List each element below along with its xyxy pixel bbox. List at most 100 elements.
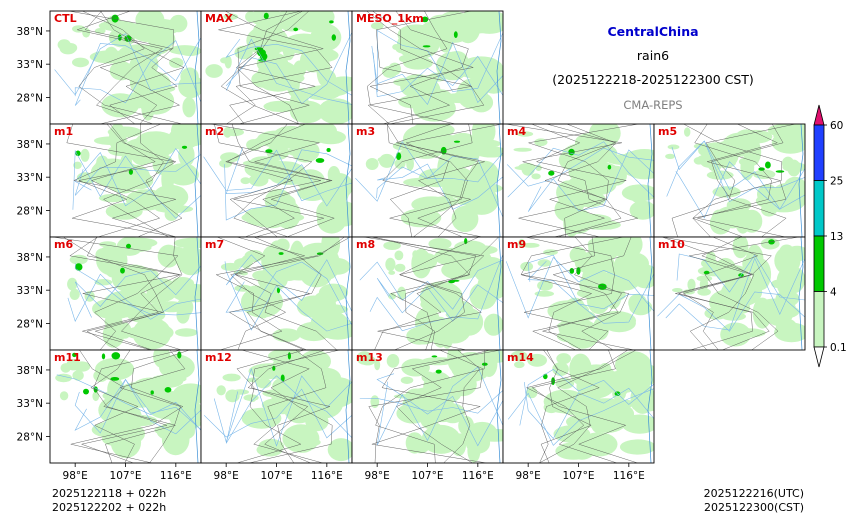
lat-tick-label: 38°N [17, 139, 43, 151]
river-line [224, 149, 352, 221]
rain-area-light [411, 196, 452, 213]
panel-label: m8 [356, 238, 375, 251]
province-boundary [373, 237, 471, 350]
coastline [194, 350, 200, 463]
river-line [359, 390, 503, 414]
rain-area-light [105, 265, 124, 278]
province-boundary [704, 237, 779, 350]
province-boundary [214, 124, 313, 237]
lon-tick-label: 98°E [63, 470, 88, 482]
lon-tick-label: 98°E [365, 470, 390, 482]
rain-area-moderate [422, 45, 431, 48]
rain-area-light [116, 238, 153, 251]
coastline [496, 11, 502, 124]
panel-label: m4 [507, 125, 526, 138]
river-line [74, 154, 201, 196]
province-boundary [386, 124, 479, 237]
rain-area-moderate [765, 161, 771, 169]
rain-area-light [101, 93, 139, 118]
rain-area-light [527, 353, 547, 367]
rain-area-light [415, 322, 458, 331]
province-boundary [539, 350, 629, 463]
rain-area-light [621, 184, 654, 202]
rain-area-light [732, 237, 749, 259]
rain-area-light [325, 173, 352, 199]
rain-area-light [316, 199, 343, 226]
map-panel [50, 237, 201, 350]
province-boundary [525, 350, 637, 463]
rain-area-light [386, 354, 400, 368]
rain-area-light [520, 261, 534, 272]
map-panel [50, 350, 201, 463]
province-boundary [396, 350, 491, 463]
lat-tick-label: 38°N [17, 252, 43, 264]
map-panel [352, 124, 503, 237]
rain-area-moderate [74, 263, 83, 271]
rain-area-light [473, 146, 503, 158]
lon-tick-label: 107°E [563, 470, 595, 482]
panel-label: m6 [54, 238, 73, 251]
rain-area-light [665, 153, 676, 159]
colorbar-tick-label: 25 [830, 176, 843, 188]
rain-area-light [450, 352, 492, 382]
rain-area-light [557, 320, 591, 332]
river-line [224, 261, 352, 332]
province-boundary [689, 237, 755, 350]
rain-area-light [234, 45, 253, 60]
rain-area-light [554, 197, 580, 222]
rain-area-moderate [120, 267, 125, 274]
coastline [194, 237, 200, 350]
river-line [376, 278, 503, 322]
panel-label: m2 [205, 125, 224, 138]
map-panel [50, 11, 201, 124]
river-line [519, 369, 654, 426]
rain-area-light [265, 161, 306, 184]
river-line [359, 259, 503, 310]
province-boundary [367, 11, 472, 124]
rain-area-moderate [126, 243, 131, 249]
rain-area-light [414, 212, 441, 227]
province-boundary [371, 350, 502, 463]
province-boundary [73, 124, 177, 237]
rain-area-moderate [287, 352, 291, 360]
rain-area-light [243, 207, 285, 227]
rain-area-light [129, 71, 170, 92]
rain-area-light [220, 262, 240, 271]
rain-area-moderate [276, 287, 281, 294]
map-panel [201, 237, 352, 350]
rain-area-moderate [181, 145, 188, 149]
river-line [507, 388, 654, 446]
map-panel [654, 237, 805, 350]
rain-area-light [526, 387, 538, 399]
rain-area-light [95, 248, 110, 262]
rain-area-moderate [315, 158, 325, 163]
lon-tick-label: 116°E [613, 470, 645, 482]
province-boundary [235, 237, 345, 350]
rain-area-moderate [278, 252, 284, 255]
province-boundary [236, 11, 303, 124]
rain-area-light [596, 237, 620, 261]
colorbar-tick-label: 60 [830, 120, 843, 132]
lat-tick-label: 33°N [17, 59, 43, 71]
river-line [67, 273, 201, 322]
panel-label: m3 [356, 125, 375, 138]
province-boundary [367, 11, 456, 124]
province-boundary [231, 124, 335, 237]
rain-area-light [72, 370, 84, 381]
province-boundary [63, 237, 164, 350]
rain-area-light [131, 377, 170, 401]
rain-area-light [95, 161, 104, 168]
rain-area-light [687, 278, 696, 291]
rain-area-light [377, 157, 385, 162]
rain-area-moderate [431, 355, 438, 358]
rain-area-light [534, 290, 554, 297]
rain-area-light [455, 12, 481, 44]
panel-label: m1 [54, 125, 73, 138]
rain-area-light [224, 128, 244, 137]
rain-area-light [721, 277, 763, 307]
rain-area-moderate [293, 27, 299, 32]
river-line [72, 149, 201, 219]
axes-layer: 38°N 33°N 28°N 38°N 33°N 28°N 38°N 33°N 28°N 38°N… [17, 26, 645, 482]
coastline [345, 237, 351, 350]
rain-area-moderate [72, 352, 77, 358]
